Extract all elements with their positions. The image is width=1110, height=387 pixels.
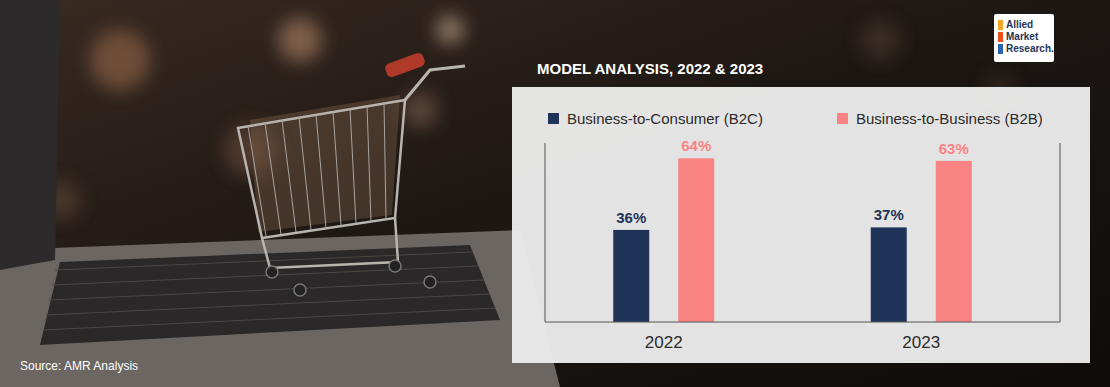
cart-wire: [367, 105, 371, 222]
chart-svg: MODEL ANALYSIS, 2022 & 2023 Source: AMR A…: [0, 0, 1110, 387]
bar: [936, 161, 972, 322]
data-label: 37%: [874, 206, 904, 223]
cart-wire: [316, 114, 326, 228]
laptop-base: [0, 230, 560, 387]
laptop-screen: [0, 0, 60, 270]
legend-swatch: [837, 113, 848, 124]
bokeh: [278, 18, 322, 62]
cart-frame: [262, 218, 398, 268]
cart-grip: [384, 52, 426, 79]
category-label: 2023: [902, 333, 940, 352]
cart-wheel: [294, 284, 306, 296]
cart-wire: [265, 123, 281, 234]
cart-goods: [250, 95, 400, 232]
legend-swatch: [548, 113, 559, 124]
bokeh: [436, 16, 464, 44]
keyboard: [40, 245, 500, 345]
key-row: [43, 308, 496, 330]
title: MODEL ANALYSIS, 2022 & 2023: [537, 60, 763, 77]
logo-text: Market: [1006, 31, 1039, 42]
logo-box: [994, 14, 1054, 62]
cart-wire: [299, 117, 311, 230]
cart-wheel: [424, 276, 436, 288]
key-row: [55, 252, 472, 270]
x-axis: [545, 322, 1060, 323]
logo-mark: [998, 32, 1003, 42]
bokeh: [90, 30, 150, 90]
cart-wire: [282, 120, 296, 232]
source: Source: AMR Analysis: [20, 359, 138, 373]
bar: [871, 227, 907, 322]
cart-handle: [405, 66, 465, 100]
cart-wire: [350, 108, 356, 224]
background: [0, 0, 1110, 387]
cart-wheel: [389, 260, 401, 272]
cart-wire: [248, 126, 266, 236]
cart-wheel: [266, 266, 278, 278]
data-label: 63%: [939, 140, 969, 157]
cart-basket: [238, 100, 405, 238]
logo-text: Research.: [1006, 43, 1054, 54]
logo-mark: [998, 44, 1003, 54]
bar: [678, 158, 714, 322]
data-label: 36%: [616, 209, 646, 226]
logo-mark: [998, 20, 1003, 30]
category-label: 2022: [645, 333, 683, 352]
bar: [613, 230, 649, 322]
cart-wire: [333, 111, 341, 226]
legend-label: Business-to-Business (B2B): [856, 110, 1043, 127]
frame-right: [1060, 143, 1061, 322]
logo-text: Allied: [1006, 19, 1033, 30]
data-label: 64%: [681, 137, 711, 154]
cart-wire: [384, 102, 386, 220]
key-row: [52, 266, 478, 285]
y-axis: [545, 143, 546, 322]
chart-panel: [512, 87, 1090, 363]
legend-label: Business-to-Consumer (B2C): [567, 110, 763, 127]
bars: [613, 158, 972, 322]
bokeh: [860, 20, 900, 60]
page: MODEL ANALYSIS, 2022 & 2023 Source: AMR A…: [0, 0, 1110, 387]
